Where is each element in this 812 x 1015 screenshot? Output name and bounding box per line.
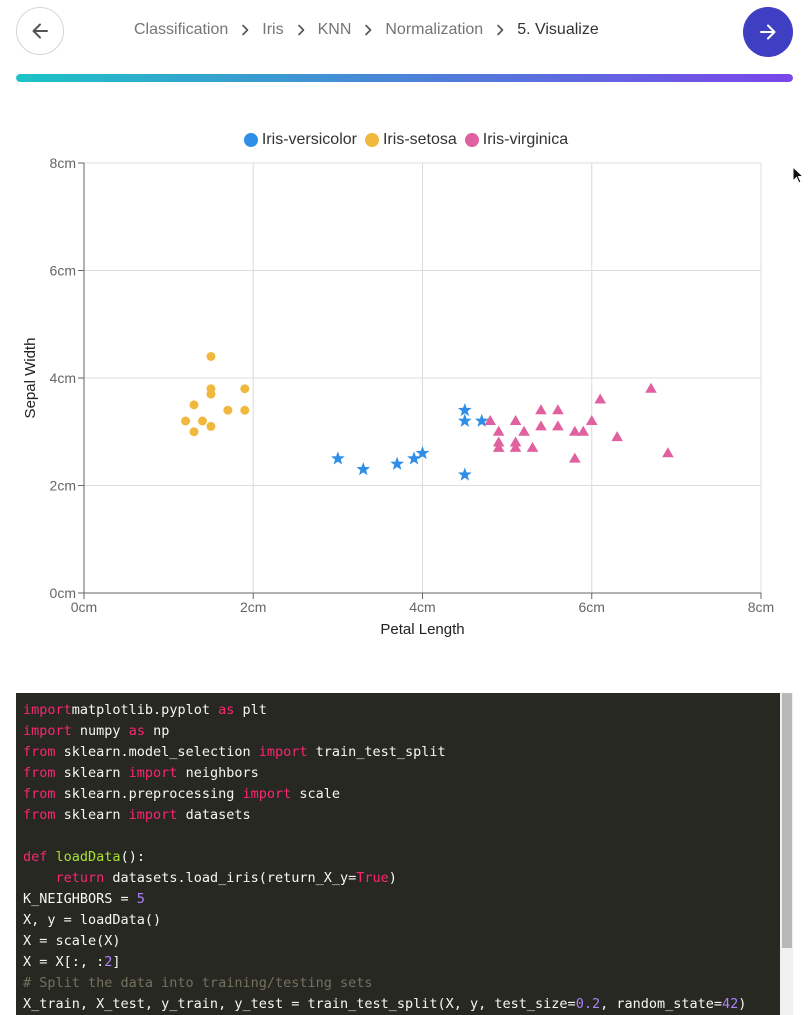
- x-tick-label: 8cm: [748, 599, 774, 615]
- data-point: [611, 431, 623, 442]
- code-line: K_NEIGHBORS = 5: [23, 891, 145, 907]
- chart-legend: Iris-versicolor Iris-setosa Iris-virginica: [0, 131, 812, 149]
- y-axis-label: Sepal Width: [22, 338, 39, 419]
- data-point: [206, 352, 216, 361]
- data-point: [535, 420, 547, 431]
- data-point: [457, 413, 472, 427]
- data-point: [552, 420, 564, 431]
- code-line: def loadData():: [23, 849, 145, 865]
- code-line: from sklearn.preprocessing import scale: [23, 786, 341, 802]
- data-point: [206, 389, 216, 399]
- legend-marker: [464, 133, 479, 147]
- arrow-left-icon: [32, 23, 48, 39]
- x-tick-label: 6cm: [579, 599, 605, 615]
- data-point: [197, 416, 207, 426]
- data-point: [509, 436, 522, 447]
- legend-marker: [243, 133, 258, 147]
- legend-label: Iris-virginica: [482, 131, 569, 148]
- legend-item[interactable]: Iris-setosa: [364, 131, 457, 149]
- legend-marker: [364, 133, 379, 147]
- data-point: [509, 441, 522, 452]
- chevron-right-icon: [241, 24, 249, 36]
- x-tick-label: 4cm: [409, 599, 435, 615]
- y-tick-label: 4cm: [50, 370, 76, 386]
- chevron-right-icon: [364, 24, 372, 36]
- data-point: [535, 404, 547, 415]
- data-point: [594, 393, 607, 404]
- data-point: [492, 441, 505, 452]
- breadcrumb-item[interactable]: KNN: [317, 21, 352, 38]
- code-line: X, y = loadData(): [23, 912, 162, 928]
- data-point: [240, 405, 250, 415]
- data-point: [484, 415, 496, 425]
- x-tick-label: 2cm: [240, 599, 266, 615]
- breadcrumb-item[interactable]: Normalization: [385, 21, 484, 38]
- code-line: from sklearn import datasets: [23, 807, 251, 823]
- data-point: [526, 441, 539, 452]
- data-point: [189, 400, 199, 410]
- code-line: from sklearn.model_selection import trai…: [23, 744, 446, 760]
- mouse-cursor-icon: [792, 166, 804, 184]
- y-tick-label: 6cm: [50, 263, 76, 279]
- y-tick-label: 2cm: [50, 478, 76, 494]
- breadcrumb-item[interactable]: Iris: [262, 21, 284, 38]
- code-text: importmatplotlib.pyplot as plt import nu…: [16, 693, 793, 1015]
- data-point: [331, 451, 345, 465]
- data-point: [474, 413, 489, 427]
- breadcrumb-item[interactable]: 5. Visualize: [517, 21, 599, 38]
- data-point: [206, 421, 216, 431]
- chevron-right-icon: [496, 24, 504, 36]
- code-line: importmatplotlib.pyplot as plt: [23, 702, 267, 718]
- data-point: [189, 427, 199, 437]
- code-line: import numpy as np: [23, 723, 170, 739]
- data-point: [569, 425, 581, 436]
- data-point: [509, 415, 522, 425]
- legend-label: Iris-setosa: [382, 131, 457, 148]
- data-point: [457, 403, 472, 417]
- data-point: [552, 404, 564, 415]
- breadcrumb-item[interactable]: Classification: [134, 21, 229, 38]
- data-point: [240, 384, 250, 394]
- y-tick-label: 8cm: [50, 155, 76, 171]
- progress-fill: [16, 74, 793, 82]
- data-point: [181, 416, 191, 426]
- progress-bar: [16, 74, 793, 82]
- code-line: X = X[:, :2]: [23, 954, 121, 970]
- code-line: # Split the data into training/testing s…: [23, 975, 373, 991]
- back-button[interactable]: [16, 7, 64, 55]
- data-point: [407, 451, 421, 465]
- code-line: return datasets.load_iris(return_X_y=Tru…: [55, 870, 397, 886]
- x-axis-label: Petal Length: [380, 621, 464, 638]
- chevron-right-icon: [297, 24, 305, 36]
- data-point: [585, 415, 598, 425]
- legend-item[interactable]: Iris-virginica: [464, 131, 569, 149]
- data-point: [662, 447, 674, 458]
- code-block: importmatplotlib.pyplot as plt import nu…: [16, 693, 793, 1015]
- data-point: [223, 405, 233, 415]
- code-scrollbar[interactable]: [780, 693, 793, 1015]
- data-point: [492, 436, 505, 447]
- data-point: [457, 467, 472, 481]
- next-button[interactable]: [743, 7, 793, 57]
- scrollbar-thumb[interactable]: [782, 693, 792, 948]
- data-point: [415, 446, 430, 460]
- breadcrumb: Classification Iris KNN Normalization 5. Vis…: [134, 21, 599, 39]
- data-point: [645, 382, 657, 393]
- data-point: [518, 425, 530, 436]
- x-tick-label: 0cm: [71, 599, 97, 615]
- data-point: [390, 456, 404, 470]
- data-point: [492, 425, 505, 436]
- code-line: X_train, X_test, y_train, y_test = train…: [23, 996, 747, 1012]
- arrow-right-icon: [760, 24, 776, 40]
- y-tick-label: 0cm: [50, 585, 76, 601]
- legend-label: Iris-versicolor: [261, 131, 357, 148]
- data-point: [577, 425, 590, 436]
- code-line: from sklearn import neighbors: [23, 765, 259, 781]
- data-point: [569, 452, 581, 463]
- data-point: [356, 462, 371, 476]
- legend-item[interactable]: Iris-versicolor: [243, 131, 357, 149]
- code-line: X = scale(X): [23, 933, 121, 949]
